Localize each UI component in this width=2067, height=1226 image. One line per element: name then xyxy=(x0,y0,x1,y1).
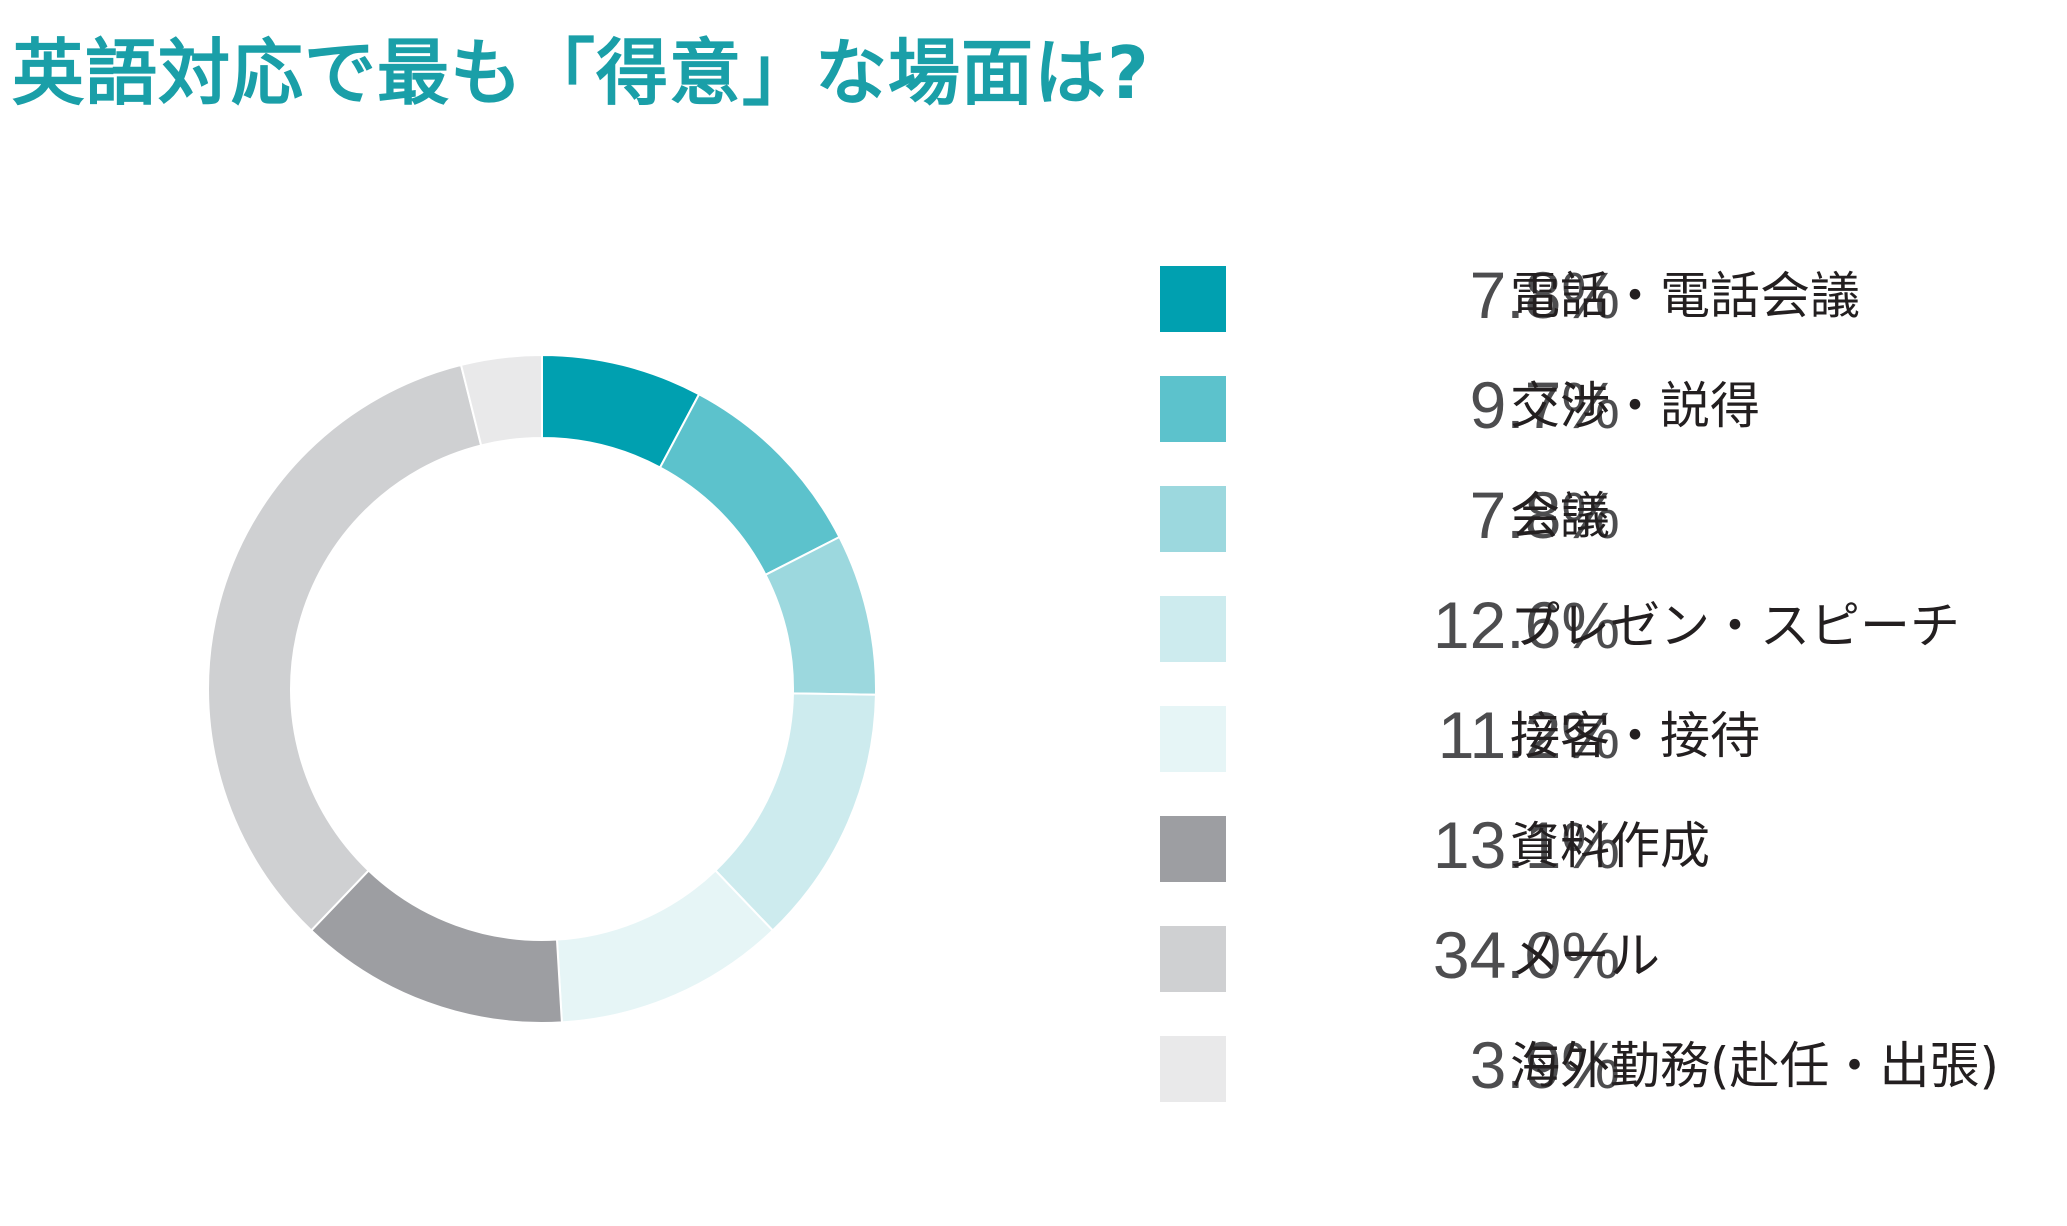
legend-item: 7.8% 会議 xyxy=(1160,478,2020,592)
legend-label: 資料作成 xyxy=(1510,817,1710,875)
legend-percent: 9.7% xyxy=(1469,368,1620,442)
legend-percent: 3.9% xyxy=(1469,1028,1620,1102)
legend-percent: 11.2% xyxy=(1437,698,1620,772)
legend-swatch xyxy=(1160,376,1226,442)
legend-item: 12.6% プレゼン・スピーチ xyxy=(1160,588,2020,702)
legend-item: 9.7% 交渉・説得 xyxy=(1160,368,2020,482)
legend-swatch xyxy=(1160,706,1226,772)
legend-label: 接客・接待 xyxy=(1510,707,1760,765)
legend-percent: 13.1% xyxy=(1432,808,1620,882)
legend-label: 電話・電話会議 xyxy=(1510,267,1860,325)
legend-label: プレゼン・スピーチ xyxy=(1510,597,1960,655)
donut-slice-6 xyxy=(309,869,563,1024)
legend-item: 7.8% 電話・電話会議 xyxy=(1160,258,2020,372)
legend-percent: 7.8% xyxy=(1469,478,1620,552)
legend-percent: 34.0% xyxy=(1432,918,1620,992)
donut-chart xyxy=(207,353,877,1024)
chart-title: 英語対応で最も「得意」な場面は? xyxy=(12,31,1150,115)
donut-slice-2 xyxy=(658,392,841,577)
legend-swatch xyxy=(1160,1036,1226,1102)
donut-slice-8 xyxy=(459,353,543,447)
legend-item: 3.9% 海外勤務(赴任・出張) xyxy=(1160,1028,2020,1142)
legend-label: 交渉・説得 xyxy=(1510,377,1760,435)
legend-label: メール xyxy=(1510,927,1660,985)
legend-swatch xyxy=(1160,816,1226,882)
donut-slice-7 xyxy=(207,363,483,932)
legend-label: 会議 xyxy=(1510,487,1610,545)
legend-item: 11.2% 接客・接待 xyxy=(1160,698,2020,812)
legend-item: 34.0% メール xyxy=(1160,918,2020,1032)
legend: 7.8% 電話・電話会議 9.7% 交渉・説得 7.8% 会議 12.6% プレゼン・スピーチ… xyxy=(1160,258,2020,1142)
legend-label: 海外勤務(赴任・出張) xyxy=(1510,1037,2000,1095)
legend-item: 13.1% 資料作成 xyxy=(1160,808,2020,922)
legend-percent: 12.6% xyxy=(1432,588,1620,662)
legend-swatch xyxy=(1160,596,1226,662)
legend-swatch xyxy=(1160,486,1226,552)
legend-swatch xyxy=(1160,266,1226,332)
legend-percent: 7.8% xyxy=(1469,258,1620,332)
legend-swatch xyxy=(1160,926,1226,992)
